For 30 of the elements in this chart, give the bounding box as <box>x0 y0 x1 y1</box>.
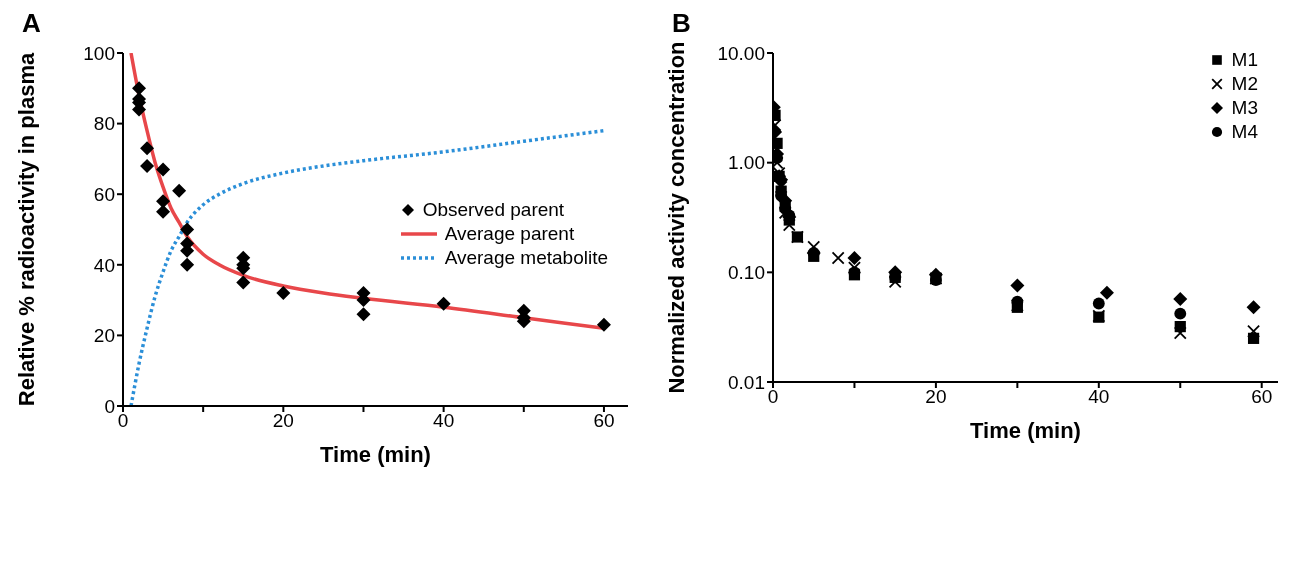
y-tick-label: 0.01 <box>728 371 765 393</box>
legend-label: Average metabolite <box>444 246 608 270</box>
x-tick-label: 0 <box>117 410 129 432</box>
x-tick-label: 0 <box>767 386 779 408</box>
x-tick-label: 20 <box>925 386 947 408</box>
y-axis-title: Relative % radioactivity in plasma <box>13 52 39 407</box>
chart-title: A <box>22 8 41 39</box>
y-axis-title: Normalized activity concentration <box>663 41 689 394</box>
chart-title: B <box>672 8 691 39</box>
y-tick-label: 0.10 <box>728 262 765 284</box>
x-tick-label: 20 <box>272 410 294 432</box>
x-tick-label: 60 <box>1251 386 1273 408</box>
x-tick-label: 60 <box>593 410 615 432</box>
x-tick-label: 40 <box>433 410 455 432</box>
legend-label: M2 <box>1231 72 1258 96</box>
legend-label: Observed parent <box>422 198 565 222</box>
y-tick-label: 20 <box>93 325 115 347</box>
y-tick-label: 100 <box>83 42 115 64</box>
legend-label: Average parent <box>444 222 575 246</box>
legend-label: M4 <box>1231 120 1258 144</box>
y-tick-label: 10.00 <box>717 42 765 64</box>
y-tick-label: 60 <box>93 183 115 205</box>
legend-label: M1 <box>1231 48 1258 72</box>
y-tick-label: 1.00 <box>728 152 765 174</box>
x-axis-title: Time (min) <box>970 418 1081 443</box>
y-tick-label: 40 <box>93 254 115 276</box>
x-tick-label: 40 <box>1088 386 1110 408</box>
legend-label: M3 <box>1231 96 1258 120</box>
x-axis-title: Time (min) <box>320 442 431 467</box>
y-tick-label: 80 <box>93 113 115 135</box>
